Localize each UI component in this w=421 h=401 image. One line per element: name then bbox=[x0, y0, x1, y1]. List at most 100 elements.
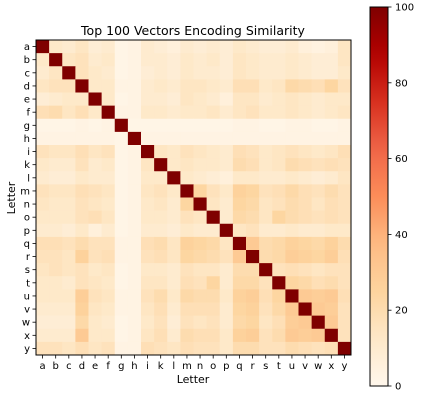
heatmap-cell bbox=[259, 53, 273, 67]
heatmap-cell bbox=[325, 237, 339, 251]
heatmap-cell bbox=[167, 263, 181, 277]
heatmap-cell bbox=[62, 276, 76, 290]
heatmap-cell bbox=[62, 211, 76, 225]
heatmap-cell bbox=[180, 158, 194, 172]
heatmap-cell bbox=[272, 53, 286, 67]
heatmap-cell bbox=[259, 132, 273, 146]
heatmap-cell bbox=[62, 171, 76, 185]
heatmap-cell bbox=[338, 329, 352, 343]
heatmap-cell bbox=[207, 132, 221, 146]
heatmap-cell bbox=[141, 263, 155, 277]
heatmap-cell bbox=[180, 79, 194, 93]
heatmap-cell bbox=[338, 132, 352, 146]
heatmap-cell bbox=[285, 224, 299, 238]
x-tick-label: p bbox=[223, 361, 229, 372]
heatmap-cell bbox=[115, 276, 129, 290]
heatmap-cell bbox=[180, 276, 194, 290]
heatmap-cell bbox=[207, 329, 221, 343]
heatmap-cell bbox=[312, 237, 326, 251]
y-tick-label: h bbox=[24, 134, 30, 145]
heatmap-cell bbox=[141, 276, 155, 290]
heatmap-cell bbox=[167, 211, 181, 225]
heatmap-cell bbox=[180, 329, 194, 343]
x-tick-label: c bbox=[66, 361, 72, 372]
heatmap-cell bbox=[272, 342, 286, 356]
heatmap-cell bbox=[325, 79, 339, 93]
heatmap-cell bbox=[207, 316, 221, 330]
heatmap-cell bbox=[285, 145, 299, 159]
heatmap-cell bbox=[180, 93, 194, 107]
x-tick-label: s bbox=[263, 361, 268, 372]
heatmap-cell bbox=[115, 224, 129, 238]
heatmap-cell bbox=[325, 119, 339, 133]
heatmap-cell bbox=[167, 198, 181, 212]
heatmap-cell bbox=[220, 250, 234, 264]
heatmap-cell bbox=[62, 250, 76, 264]
heatmap-cell bbox=[285, 237, 299, 251]
heatmap-cell bbox=[325, 316, 339, 330]
heatmap-cell bbox=[259, 145, 273, 159]
x-axis-label: Letter bbox=[177, 373, 210, 386]
heatmap-cell bbox=[299, 198, 313, 212]
heatmap-cell bbox=[180, 145, 194, 159]
heatmap-cell bbox=[128, 303, 142, 317]
heatmap-cell bbox=[220, 53, 234, 67]
heatmap-cell bbox=[75, 158, 89, 172]
heatmap-cell bbox=[102, 119, 116, 133]
heatmap-cell bbox=[285, 263, 299, 277]
heatmap-cell bbox=[233, 316, 247, 330]
heatmap-cell bbox=[49, 53, 63, 67]
heatmap-cell bbox=[128, 198, 142, 212]
y-tick-label: n bbox=[24, 200, 30, 211]
heatmap-cell bbox=[115, 211, 129, 225]
heatmap-cell bbox=[167, 289, 181, 303]
heatmap-cell bbox=[312, 342, 326, 356]
heatmap-cell bbox=[167, 237, 181, 251]
heatmap-cell bbox=[128, 145, 142, 159]
heatmap-cell bbox=[36, 171, 50, 185]
heatmap-cell bbox=[154, 237, 168, 251]
heatmap-cell bbox=[220, 66, 234, 80]
heatmap-cell bbox=[220, 342, 234, 356]
heatmap-cell bbox=[272, 184, 286, 198]
heatmap-cell bbox=[299, 66, 313, 80]
heatmap-cell bbox=[194, 342, 208, 356]
heatmap-cell bbox=[312, 145, 326, 159]
heatmap-cell bbox=[312, 106, 326, 120]
heatmap-cell bbox=[49, 263, 63, 277]
heatmap-cell bbox=[194, 289, 208, 303]
heatmap-cell bbox=[180, 119, 194, 133]
heatmap-cell bbox=[167, 132, 181, 146]
heatmap-cell bbox=[338, 106, 352, 120]
heatmap-cell bbox=[36, 66, 50, 80]
heatmap-cell bbox=[272, 119, 286, 133]
heatmap-cell bbox=[207, 263, 221, 277]
heatmap-cell bbox=[246, 93, 260, 107]
heatmap-cell bbox=[272, 132, 286, 146]
heatmap-cell bbox=[167, 119, 181, 133]
heatmap-cell bbox=[167, 276, 181, 290]
heatmap-cell bbox=[89, 158, 103, 172]
heatmap-cell bbox=[167, 106, 181, 120]
heatmap-cell bbox=[36, 93, 50, 107]
y-tick-label: x bbox=[24, 331, 30, 342]
heatmap-cell bbox=[167, 145, 181, 159]
heatmap-cell bbox=[115, 132, 129, 146]
heatmap-cell bbox=[75, 79, 89, 93]
heatmap-cell bbox=[115, 145, 129, 159]
heatmap-cell bbox=[207, 171, 221, 185]
heatmap-cell bbox=[233, 119, 247, 133]
heatmap-cell bbox=[246, 132, 260, 146]
heatmap-cell bbox=[49, 237, 63, 251]
heatmap-cell bbox=[272, 106, 286, 120]
heatmap-cell bbox=[115, 342, 129, 356]
heatmap-cell bbox=[141, 40, 155, 54]
heatmap-cell bbox=[154, 171, 168, 185]
heatmap-cell bbox=[49, 106, 63, 120]
heatmap-cell bbox=[325, 171, 339, 185]
heatmap-cell bbox=[233, 93, 247, 107]
heatmap-cell bbox=[62, 237, 76, 251]
y-tick-label: v bbox=[24, 305, 30, 316]
heatmap-cell bbox=[75, 119, 89, 133]
heatmap-cell bbox=[338, 276, 352, 290]
